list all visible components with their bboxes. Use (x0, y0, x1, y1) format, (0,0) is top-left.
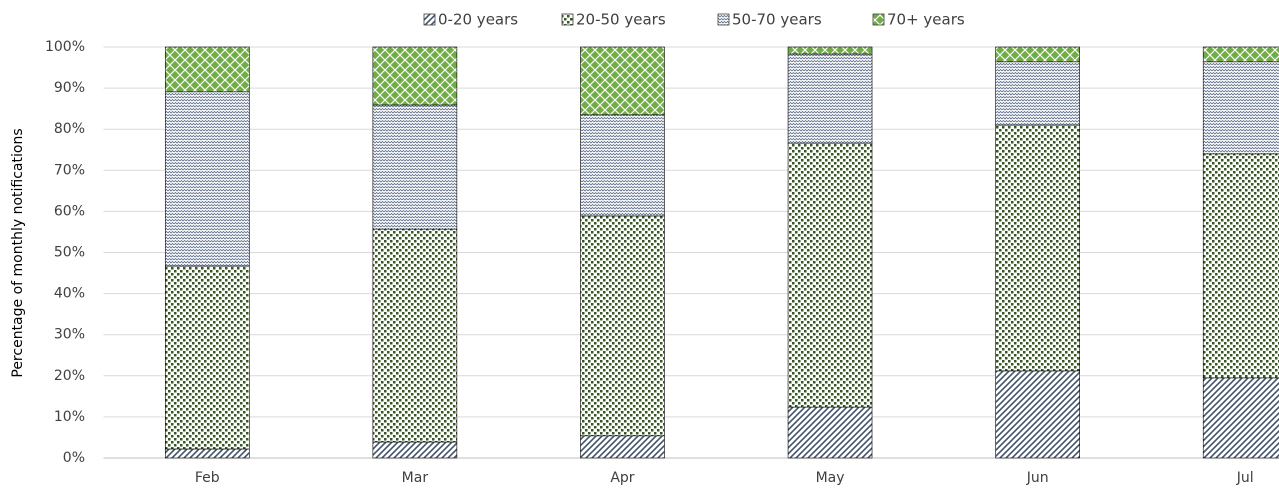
bar-segment (372, 228, 458, 443)
bar-segment (372, 104, 458, 230)
bar-segment (580, 114, 665, 217)
bar-segment (164, 91, 250, 267)
legend-swatch (717, 13, 730, 26)
x-tick-label: Mar (402, 470, 429, 486)
bar-segment (995, 61, 1080, 126)
legend-label: 0-20 years (438, 11, 518, 29)
legend-label: 20-50 years (576, 11, 666, 29)
bar-segment (1202, 46, 1279, 63)
y-tick-label: 30% (54, 327, 85, 343)
y-tick-label: 0% (63, 450, 85, 466)
x-tick-label: Apr (610, 470, 634, 486)
bar-segment (580, 46, 665, 116)
y-tick-label: 60% (54, 203, 85, 219)
legend-swatch (561, 13, 574, 26)
bar-segment (372, 46, 458, 106)
y-tick-label: 90% (54, 80, 85, 96)
y-tick-label: 100% (45, 39, 85, 55)
bar-segment (995, 124, 1080, 372)
y-tick-label: 50% (54, 245, 85, 261)
bar-segment (164, 448, 250, 459)
legend-swatch (872, 13, 885, 26)
bar-segment (1202, 61, 1279, 155)
bar-segment (164, 46, 250, 93)
legend-label: 50-70 years (732, 11, 822, 29)
bar-segment (995, 370, 1080, 459)
bar-segment (1202, 153, 1279, 379)
x-tick-label: Feb (195, 470, 220, 486)
bar-segment (1202, 377, 1279, 459)
y-axis-title: Percentage of monthly notifications (10, 128, 26, 377)
bar-segment (580, 215, 665, 437)
bar-segment (787, 53, 873, 144)
x-tick-label: May (816, 470, 845, 486)
y-tick-label: 20% (54, 368, 85, 384)
bar-segment (372, 441, 458, 459)
bar-segment (995, 46, 1080, 63)
bar-segment (787, 142, 873, 408)
y-tick-label: 10% (54, 409, 85, 425)
x-tick-label: Jun (1026, 470, 1049, 486)
x-tick-label: Jul (1236, 470, 1254, 486)
bar-segment (580, 435, 665, 459)
y-tick-label: 70% (54, 162, 85, 178)
legend-label: 70+ years (887, 11, 965, 29)
y-tick-label: 80% (54, 121, 85, 137)
bar-segment (787, 46, 873, 55)
legend-swatch (423, 13, 436, 26)
bar-segment (164, 265, 250, 450)
y-tick-label: 40% (54, 286, 85, 302)
bar-segment (787, 406, 873, 459)
